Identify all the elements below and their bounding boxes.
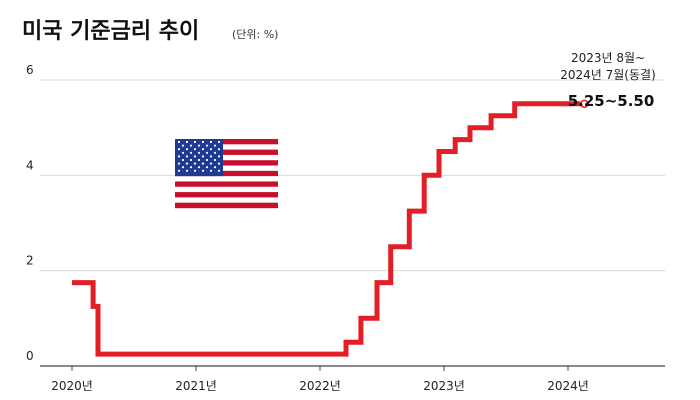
rate-step-line bbox=[72, 101, 581, 357]
y-tick-label: 2 bbox=[26, 254, 34, 268]
us-flag-icon bbox=[175, 139, 278, 209]
x-axis: 2020년 2021년 2022년 2023년 2024년 bbox=[40, 365, 665, 393]
x-tick-label: 2024년 bbox=[547, 379, 589, 393]
x-tick-label: 2022년 bbox=[299, 379, 341, 393]
annotation-value: 5.25~5.50 bbox=[568, 92, 655, 110]
chart-title: 미국 기준금리 추이 bbox=[22, 19, 199, 44]
annotation-period-line1: 2023년 8월~ bbox=[571, 51, 645, 65]
y-tick-label: 6 bbox=[26, 63, 34, 77]
y-tick-label: 4 bbox=[26, 158, 34, 172]
gridlines bbox=[40, 79, 665, 272]
annotation: 2023년 8월~ 2024년 7월(동결) 5.25~5.50 bbox=[560, 51, 656, 110]
chart-unit: (단위: %) bbox=[232, 28, 278, 41]
y-axis-ticks: 0 2 4 6 bbox=[26, 63, 34, 363]
x-tick-label: 2020년 bbox=[51, 379, 93, 393]
x-tick-label: 2023년 bbox=[423, 379, 465, 393]
series-layer bbox=[72, 99, 589, 357]
end-point-marker bbox=[580, 99, 589, 109]
x-tick-label: 2021년 bbox=[175, 379, 217, 393]
annotation-period-line2: 2024년 7월(동결) bbox=[560, 68, 656, 82]
y-tick-label: 0 bbox=[26, 349, 34, 363]
